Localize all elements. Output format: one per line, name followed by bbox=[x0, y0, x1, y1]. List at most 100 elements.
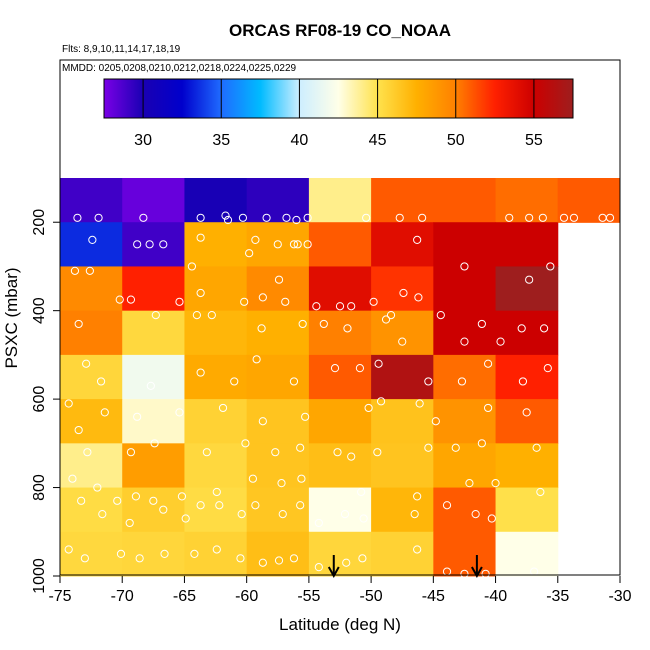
sample-point bbox=[262, 213, 271, 222]
sample-point bbox=[525, 275, 534, 284]
sample-point bbox=[398, 337, 407, 346]
sample-point bbox=[358, 554, 367, 563]
sample-point bbox=[357, 487, 366, 497]
sample-point bbox=[525, 213, 534, 222]
sample-point bbox=[487, 514, 496, 523]
heatmap-cell bbox=[246, 487, 310, 533]
heatmap-cell bbox=[371, 531, 434, 577]
sample-point bbox=[133, 240, 142, 249]
x-tick-label: -75 bbox=[48, 588, 71, 605]
sample-point bbox=[258, 293, 267, 302]
sample-point bbox=[347, 302, 356, 311]
sample-point bbox=[477, 439, 486, 448]
heatmap-cell bbox=[371, 310, 434, 356]
sample-point bbox=[85, 266, 94, 275]
sample-point bbox=[70, 266, 80, 275]
sample-point bbox=[536, 487, 545, 497]
sample-point bbox=[237, 509, 246, 519]
chart-title: ORCAS RF08-19 CO_NOAA bbox=[229, 21, 451, 40]
sample-point bbox=[74, 425, 83, 435]
sample-point bbox=[374, 359, 383, 368]
heatmap-cell bbox=[433, 266, 497, 312]
sample-point bbox=[218, 403, 228, 413]
sample-point bbox=[314, 518, 323, 528]
y-tick-label: 800 bbox=[31, 474, 48, 501]
x-tick-label: -45 bbox=[422, 588, 445, 605]
heatmap-cell bbox=[60, 178, 123, 223]
axes: -75 -70 -65 -60 -55 -50 -45 -40 -35 -30 200 400 600 8… bbox=[31, 209, 632, 605]
heatmap-cell bbox=[122, 178, 185, 223]
sample-point bbox=[460, 337, 469, 346]
y-tick-label: 1000 bbox=[31, 558, 48, 594]
down-arrow-icon bbox=[471, 555, 483, 579]
sample-point bbox=[532, 443, 541, 452]
sample-point bbox=[460, 569, 469, 578]
y-tick-label: 400 bbox=[31, 297, 48, 324]
sample-point bbox=[64, 399, 73, 408]
heatmap-cell bbox=[495, 399, 559, 444]
heatmap-cell bbox=[122, 354, 185, 400]
heatmap-cell bbox=[495, 443, 559, 489]
sample-point bbox=[113, 496, 122, 505]
heatmap-cell bbox=[308, 443, 372, 489]
arrow-markers bbox=[327, 555, 483, 579]
heatmap-cell bbox=[184, 222, 248, 267]
sample-point bbox=[96, 377, 106, 386]
sample-point bbox=[277, 479, 286, 488]
heatmap-cell bbox=[495, 178, 559, 223]
plot-frame bbox=[59, 59, 621, 576]
heatmap-cell bbox=[371, 266, 434, 312]
heatmap-cell bbox=[308, 310, 372, 356]
heatmap-cell bbox=[433, 310, 497, 356]
colorbar-tick-label: 30 bbox=[134, 132, 152, 149]
sample-point bbox=[386, 310, 396, 320]
sample-point bbox=[333, 448, 342, 457]
sample-point bbox=[413, 492, 422, 501]
heatmap-cell bbox=[433, 399, 497, 444]
heatmap-cell bbox=[60, 443, 123, 489]
sample-point bbox=[133, 412, 142, 421]
sample-point bbox=[77, 496, 86, 505]
sample-point bbox=[289, 377, 299, 386]
sample-point bbox=[274, 556, 284, 565]
sample-point bbox=[303, 240, 312, 249]
colorbar-gradient bbox=[103, 78, 574, 119]
heatmap-cell bbox=[433, 222, 497, 267]
x-tick-label: -30 bbox=[608, 588, 631, 605]
sample-point bbox=[559, 213, 569, 222]
sample-point bbox=[373, 448, 382, 457]
sample-point bbox=[539, 324, 549, 333]
sample-point bbox=[116, 549, 126, 558]
heatmap-cell bbox=[60, 310, 123, 356]
heatmap-cell bbox=[433, 487, 497, 533]
sample-point bbox=[481, 569, 490, 578]
sample-point bbox=[159, 240, 168, 249]
sample-point bbox=[605, 213, 615, 222]
sample-point bbox=[296, 443, 305, 452]
sample-point bbox=[347, 452, 356, 461]
heatmap-cell bbox=[122, 266, 185, 312]
sample-point bbox=[131, 492, 141, 501]
sample-point bbox=[100, 408, 109, 417]
x-tick-label: -55 bbox=[297, 588, 320, 605]
sample-point bbox=[221, 211, 230, 220]
sample-point bbox=[399, 288, 408, 298]
sample-point bbox=[281, 297, 290, 306]
sample-point bbox=[115, 295, 124, 304]
colorbar-tick-label: 35 bbox=[212, 132, 230, 149]
sample-point bbox=[451, 443, 460, 452]
sample-point bbox=[431, 417, 440, 426]
sample-point bbox=[64, 545, 73, 554]
sample-point bbox=[160, 549, 169, 558]
sample-point bbox=[546, 262, 555, 271]
sample-point bbox=[342, 558, 351, 567]
sample-point bbox=[196, 288, 205, 298]
sample-point bbox=[424, 443, 433, 452]
sample-point bbox=[522, 408, 531, 417]
colorbar-tick-label: 40 bbox=[291, 132, 309, 149]
sample-point bbox=[569, 213, 579, 222]
sample-point bbox=[282, 213, 291, 222]
sample-point bbox=[202, 448, 211, 457]
